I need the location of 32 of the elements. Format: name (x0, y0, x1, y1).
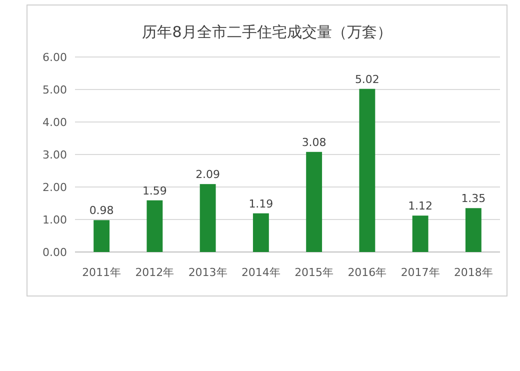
data-label: 1.12 (408, 200, 433, 213)
bar (94, 220, 110, 252)
data-label: 2.09 (196, 168, 220, 182)
chart-title: 历年8月全市二手住宅成交量（万套） (142, 23, 392, 41)
y-tick-label: 4.00 (42, 116, 67, 129)
bar (359, 88, 376, 252)
y-tick-label: 0.00 (42, 246, 67, 259)
bar (465, 208, 482, 252)
y-tick-label: 5.00 (42, 84, 67, 96)
x-tick-label: 2015年 (294, 266, 334, 279)
x-tick-label: 2016年 (348, 266, 387, 279)
x-tick-label: 2018年 (454, 266, 493, 279)
x-tick-label: 2014年 (241, 266, 280, 279)
bar (146, 200, 163, 252)
y-tick-label: 1.00 (42, 214, 67, 226)
bar (252, 213, 269, 252)
y-tick-label: 6.00 (42, 51, 67, 64)
x-tick-label: 2012年 (135, 266, 174, 279)
data-label: 5.02 (354, 72, 380, 86)
x-tick-label: 2013年 (188, 266, 228, 279)
data-label: 3.08 (302, 136, 326, 149)
data-label: 1.19 (248, 197, 274, 210)
y-tick-label: 2.00 (42, 181, 67, 194)
bar (306, 152, 322, 252)
data-label: 1.35 (461, 192, 486, 206)
data-label: 0.98 (89, 204, 114, 218)
data-label: 1.59 (142, 184, 167, 198)
y-tick-label: 3.00 (42, 148, 67, 162)
bar (200, 184, 216, 252)
x-tick-label: 2017年 (400, 266, 440, 279)
bar (412, 216, 428, 252)
x-tick-label: 2011年 (82, 266, 122, 279)
